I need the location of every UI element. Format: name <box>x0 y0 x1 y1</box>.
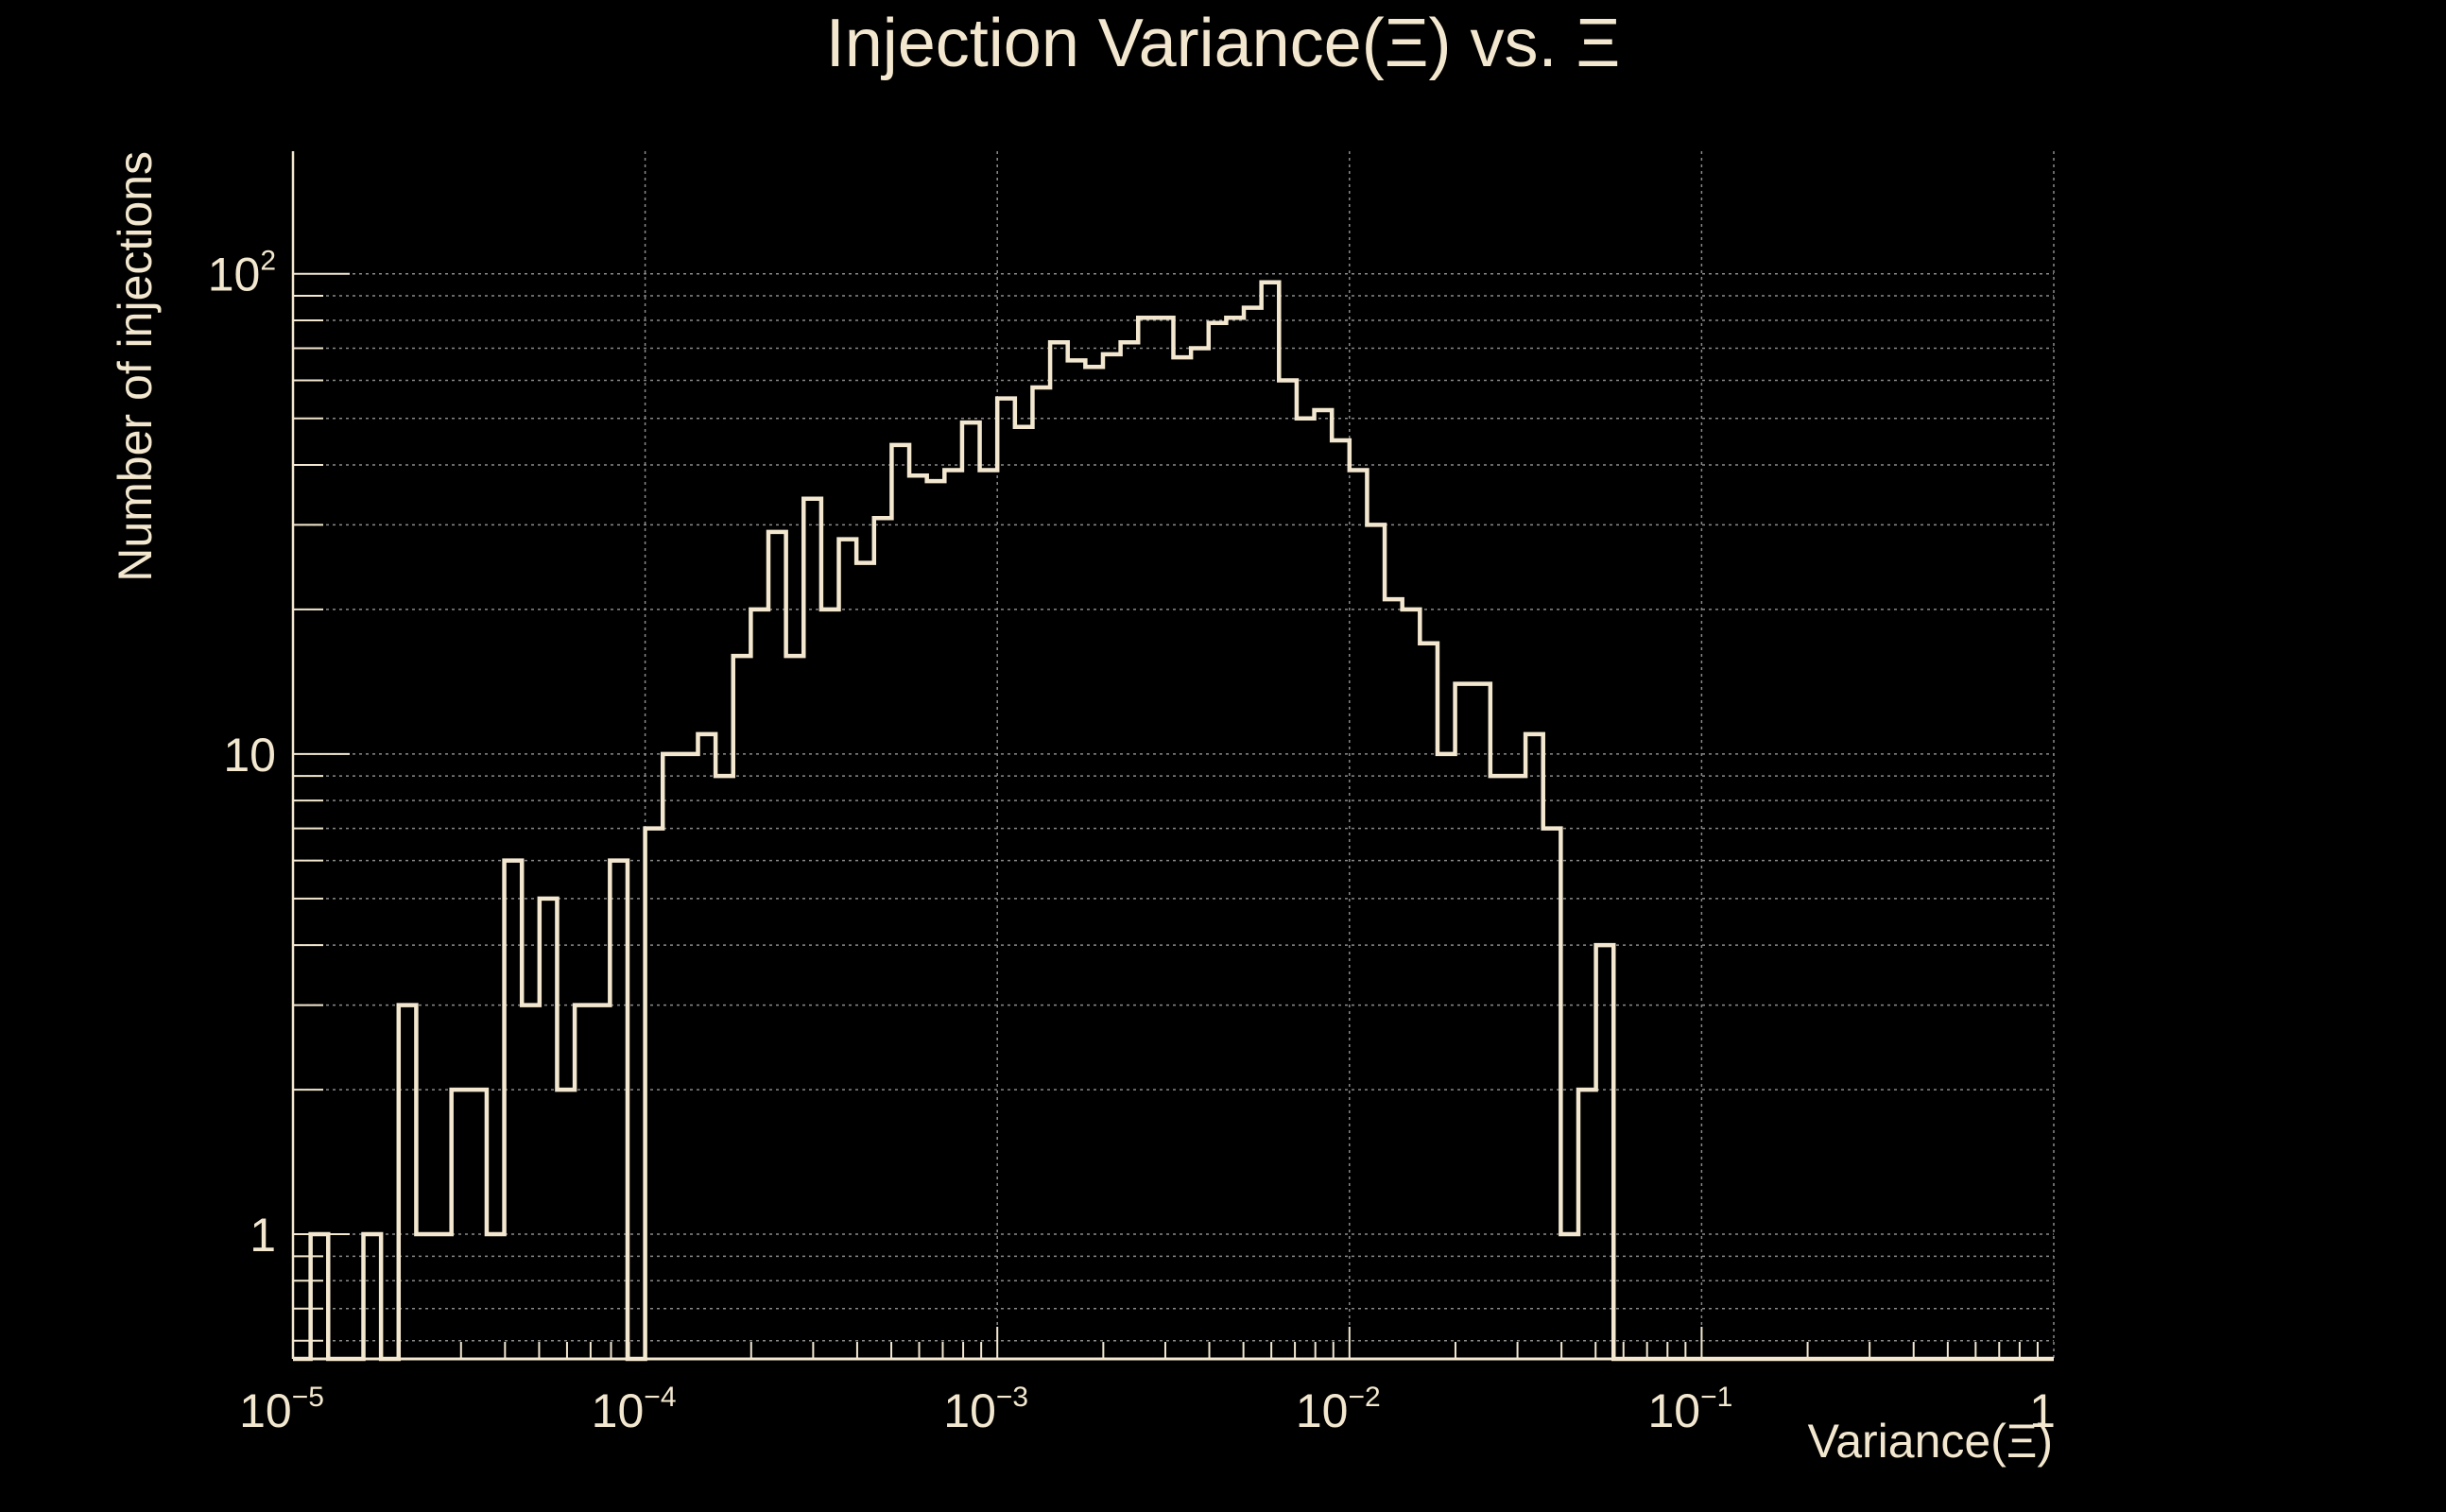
x-tick-label: 1 <box>2029 1384 2056 1437</box>
x-tick-label: 10−4 <box>592 1382 677 1437</box>
y-tick-label: 1 <box>250 1209 276 1262</box>
x-tick-label: 10−5 <box>239 1382 324 1437</box>
x-tick-label: 10−2 <box>1296 1382 1381 1437</box>
x-tick-label: 10−1 <box>1647 1382 1732 1437</box>
y-tick-label: 10 <box>223 729 276 782</box>
x-tick-label: 10−3 <box>943 1382 1028 1437</box>
y-tick-label: 102 <box>208 246 276 301</box>
axis-ticks <box>292 272 2039 1359</box>
y-axis-label: Number of injections <box>109 151 162 582</box>
tick-labels: 10−5 10−4 10−3 10−2 10−1 1 1 10 102 <box>208 246 2056 1437</box>
x-axis-label: Variance(Ξ) <box>1808 1415 2053 1468</box>
histogram-series-line <box>293 280 2054 1362</box>
chart-title: Injection Variance(Ξ) vs. Ξ <box>826 6 1621 81</box>
